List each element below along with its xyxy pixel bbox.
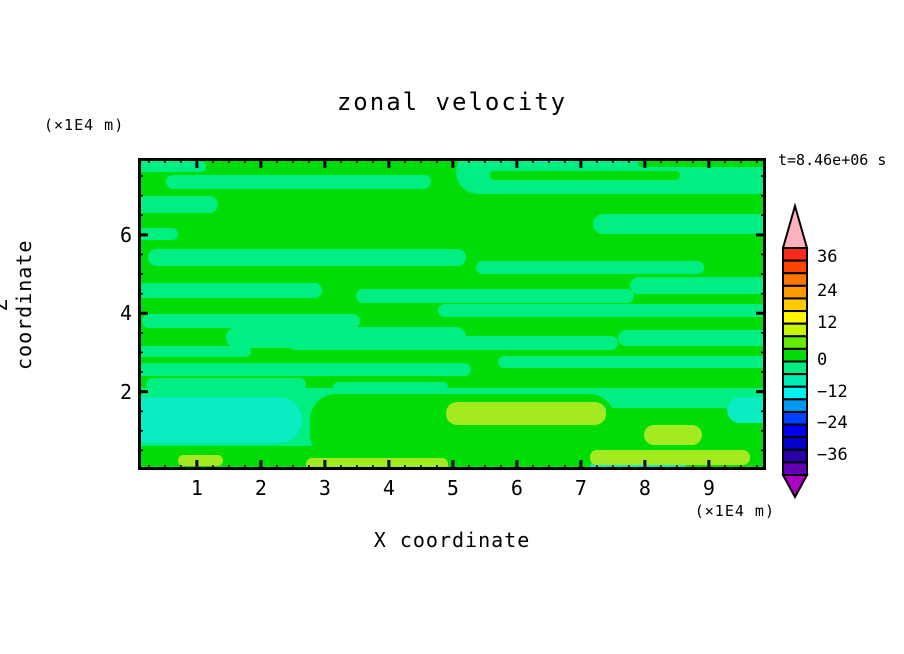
x-tick-label: 6 xyxy=(510,476,523,500)
field-patch xyxy=(142,314,360,328)
contour-plot-canvas xyxy=(138,158,766,470)
field-patch xyxy=(438,304,766,317)
colorbar-under-arrow xyxy=(781,474,809,500)
field-patch xyxy=(138,446,325,470)
field-patch xyxy=(138,397,302,443)
colorbar-segment xyxy=(782,360,808,376)
field-patch xyxy=(138,283,322,298)
z-tick-label: 2 xyxy=(119,379,132,404)
field-patch xyxy=(356,289,634,303)
field-patch xyxy=(138,228,178,240)
colorbar-segment xyxy=(782,272,808,287)
field-patch xyxy=(618,330,766,346)
field-patch xyxy=(644,425,702,445)
field-patch xyxy=(630,277,766,294)
colorbar-segment xyxy=(782,398,808,413)
field-patch xyxy=(288,336,618,350)
colorbar-segment xyxy=(782,322,808,338)
colorbar-segment xyxy=(782,310,808,325)
x-tick-label: 5 xyxy=(446,476,459,500)
colorbar-tick-label: −12 xyxy=(817,382,848,402)
z-axis-title: Z coordinate xyxy=(0,239,36,370)
colorbar-segment xyxy=(782,247,808,262)
field-patch xyxy=(138,363,471,376)
x-axis-units-label: (×1E4 m) xyxy=(694,502,775,520)
field-patch xyxy=(148,249,466,266)
field-patch xyxy=(146,378,306,391)
colorbar-segment xyxy=(782,284,808,300)
colorbar xyxy=(781,202,809,500)
field-patch xyxy=(590,450,750,465)
colorbar-tick-label: 0 xyxy=(817,350,828,370)
colorbar-segment xyxy=(782,410,808,426)
plot-border xyxy=(138,158,766,470)
field-patch xyxy=(476,261,704,274)
field-patch xyxy=(138,196,218,213)
colorbar-tick-label: −24 xyxy=(817,413,848,433)
colorbar-segment xyxy=(782,423,808,439)
colorbar-tick-label: 24 xyxy=(817,281,838,301)
colorbar-segment xyxy=(782,347,808,363)
field-patch xyxy=(593,214,766,234)
field-patch xyxy=(727,397,766,423)
colorbar-segment xyxy=(782,436,808,451)
colorbar-segment xyxy=(782,448,808,464)
colorbar-tick-label: −36 xyxy=(817,445,848,465)
field-patch xyxy=(498,356,766,368)
colorbar-segment xyxy=(782,297,808,313)
field-patch xyxy=(638,159,766,167)
z-tick-label: 4 xyxy=(119,301,132,326)
field-patch xyxy=(138,346,251,357)
x-tick-label: 7 xyxy=(574,476,587,500)
field-patch xyxy=(178,455,223,466)
field-patch xyxy=(138,161,206,172)
colorbar-segment xyxy=(782,385,808,401)
time-annotation: t=8.46e+06 s xyxy=(778,151,887,169)
chart-title: zonal velocity xyxy=(336,88,568,116)
colorbar-segment xyxy=(782,461,808,476)
field-patch xyxy=(490,171,680,180)
x-tick-label: 9 xyxy=(702,476,715,500)
x-tick-label: 8 xyxy=(638,476,651,500)
z-tick-label: 6 xyxy=(119,222,132,247)
colorbar-segment xyxy=(782,335,808,350)
x-tick-label: 3 xyxy=(318,476,331,500)
colorbar-over-arrow xyxy=(781,202,809,249)
field-patch xyxy=(446,402,606,425)
field-patch xyxy=(166,175,431,189)
x-tick-label: 2 xyxy=(254,476,267,500)
colorbar-tick-label: 36 xyxy=(817,247,838,267)
colorbar-segment xyxy=(782,259,808,275)
x-tick-label: 1 xyxy=(190,476,203,500)
x-tick-label: 4 xyxy=(382,476,395,500)
x-axis-title: X coordinate xyxy=(373,528,531,552)
colorbar-segment xyxy=(782,373,808,388)
colorbar-tick-label: 12 xyxy=(817,313,838,333)
z-axis-units-label: (×1E4 m) xyxy=(44,116,125,134)
